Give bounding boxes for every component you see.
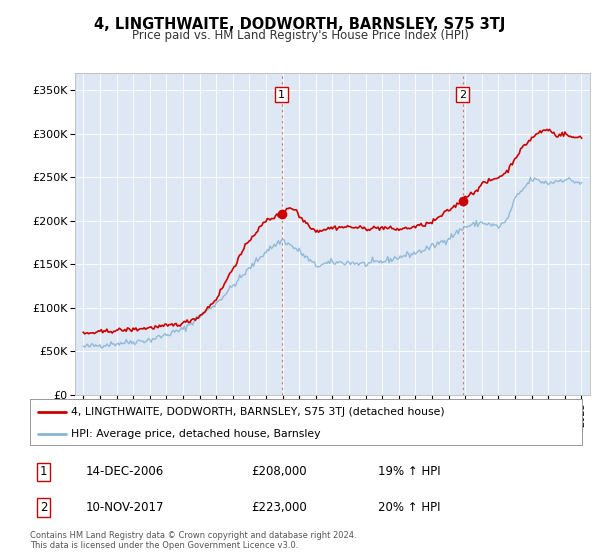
Text: 2: 2: [459, 90, 466, 100]
Text: 2: 2: [40, 501, 47, 514]
Text: 1: 1: [278, 90, 285, 100]
Text: 1: 1: [40, 465, 47, 478]
Text: 20% ↑ HPI: 20% ↑ HPI: [378, 501, 440, 514]
Text: Contains HM Land Registry data © Crown copyright and database right 2024.
This d: Contains HM Land Registry data © Crown c…: [30, 531, 356, 550]
Text: 19% ↑ HPI: 19% ↑ HPI: [378, 465, 440, 478]
Text: 4, LINGTHWAITE, DODWORTH, BARNSLEY, S75 3TJ (detached house): 4, LINGTHWAITE, DODWORTH, BARNSLEY, S75 …: [71, 407, 445, 417]
Text: 4, LINGTHWAITE, DODWORTH, BARNSLEY, S75 3TJ: 4, LINGTHWAITE, DODWORTH, BARNSLEY, S75 …: [94, 17, 506, 32]
Text: £223,000: £223,000: [251, 501, 307, 514]
Text: 14-DEC-2006: 14-DEC-2006: [85, 465, 163, 478]
Text: HPI: Average price, detached house, Barnsley: HPI: Average price, detached house, Barn…: [71, 429, 321, 438]
Text: £208,000: £208,000: [251, 465, 307, 478]
Text: Price paid vs. HM Land Registry's House Price Index (HPI): Price paid vs. HM Land Registry's House …: [131, 29, 469, 42]
Text: 10-NOV-2017: 10-NOV-2017: [85, 501, 164, 514]
